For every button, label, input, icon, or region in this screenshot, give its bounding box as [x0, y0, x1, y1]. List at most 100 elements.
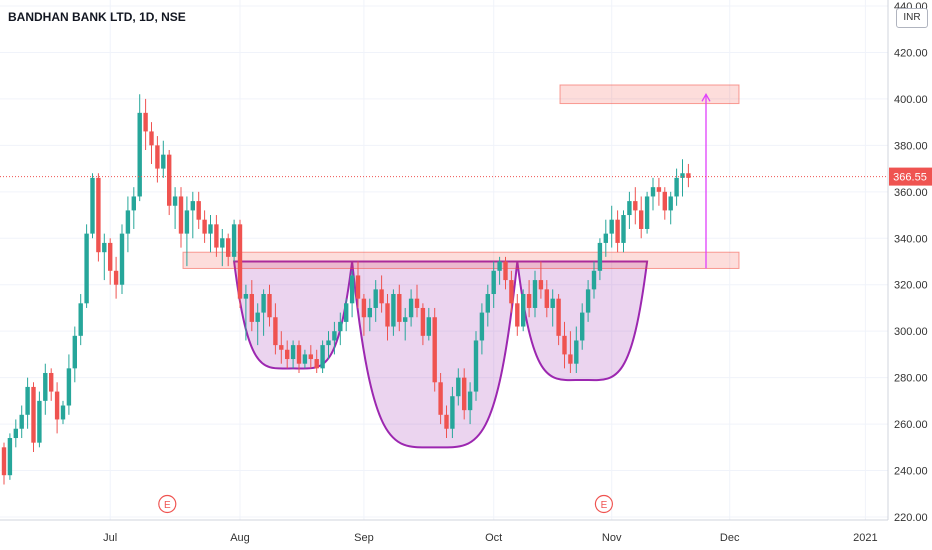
candle-body [172, 196, 178, 206]
candle-body [7, 438, 13, 476]
candle-body [367, 307, 372, 318]
target-arrow [701, 92, 711, 269]
y-tick-label: 400.00 [894, 94, 928, 106]
candle-body [603, 233, 608, 243]
earnings-marker[interactable] [158, 494, 177, 514]
x-tick-label: Nov [602, 532, 622, 544]
candle-body [597, 242, 603, 271]
last-price-label: 366.55 [893, 172, 927, 184]
earnings-marker-label: E [164, 500, 171, 511]
candle-body [302, 354, 308, 364]
candle-body [556, 298, 561, 336]
candle-body [485, 294, 490, 313]
y-tick-label: 220.00 [894, 512, 928, 524]
candle-body [285, 349, 290, 360]
candle-body [580, 312, 585, 341]
candle-body [568, 354, 573, 364]
candle-body [273, 317, 278, 346]
currency-badge[interactable]: INR [896, 8, 928, 28]
x-tick-label: Jul [103, 532, 117, 544]
x-tick-label: Sep [354, 532, 374, 544]
candle-body [538, 280, 544, 290]
candle-body [438, 382, 443, 415]
candle-body [444, 414, 449, 429]
candle-body [680, 173, 685, 178]
candle-body [155, 145, 160, 169]
target-zone [559, 84, 740, 105]
candle-body [13, 428, 18, 439]
resistance-zones [182, 84, 740, 269]
candle-body [414, 298, 420, 308]
candle-body [78, 303, 83, 336]
candle-body [385, 303, 390, 327]
earnings-marker[interactable] [594, 494, 614, 514]
candle-body [633, 201, 638, 211]
candle-body [113, 270, 119, 285]
candle-body [25, 386, 30, 415]
candle-body [261, 294, 266, 313]
last-price-tag-bg [889, 167, 932, 186]
candle-body [267, 294, 272, 318]
candle-body [550, 298, 555, 308]
candle-body [344, 303, 349, 322]
candle-body [102, 242, 107, 253]
candle-body [31, 386, 36, 443]
candle-body [491, 270, 496, 295]
candle-body [332, 331, 337, 341]
candle-body [361, 298, 367, 318]
candle-body [314, 359, 319, 369]
candle-body [627, 201, 632, 216]
candle-body [503, 261, 508, 281]
candle-body [515, 303, 520, 327]
y-tick-label: 240.00 [894, 466, 928, 478]
candle-body [521, 294, 526, 327]
target-arrow-head [701, 92, 711, 102]
candle-body [1, 447, 7, 476]
candle-body [326, 340, 331, 346]
candle-body [686, 173, 691, 178]
last-price-tag: 366.55 [889, 167, 932, 186]
candle-body [509, 280, 514, 304]
price-axis[interactable]: 440.00420.00400.00380.00360.00340.00320.… [894, 1, 928, 524]
candle-body [90, 177, 95, 234]
y-tick-label: 260.00 [894, 419, 928, 431]
candle-body [131, 196, 136, 211]
candle-body [60, 405, 66, 420]
candle-body [108, 242, 113, 271]
candle-body [220, 238, 225, 248]
earnings-marker-label: E [601, 500, 608, 511]
candle-body [473, 340, 479, 392]
candle-body [143, 112, 148, 132]
candle-body [290, 345, 296, 360]
candle-body [208, 224, 213, 234]
candle-body [403, 317, 408, 322]
candle-body [214, 224, 219, 248]
candle-body [609, 219, 614, 234]
candle-body [190, 201, 195, 211]
candle-body [296, 345, 302, 364]
candle-body [125, 210, 131, 234]
candle-body [338, 321, 343, 332]
candle-body [320, 345, 325, 369]
candle-body [426, 317, 431, 336]
candle-body [544, 289, 549, 308]
candle-body [668, 196, 673, 211]
candle-body [656, 187, 662, 192]
candle-body [349, 275, 355, 304]
candle-body [137, 112, 142, 197]
candle-body [397, 294, 402, 322]
candle-body [420, 307, 426, 336]
candle-body [391, 294, 396, 327]
candle-body [585, 289, 591, 313]
candle-body [49, 372, 54, 392]
candle-body [467, 391, 473, 411]
time-axis[interactable]: Jul Aug Sep Oct Nov Dec 2021 [103, 532, 877, 544]
x-tick-label: Oct [485, 532, 502, 544]
x-tick-label: Aug [230, 532, 250, 544]
candle-body [231, 224, 237, 257]
candle-body [308, 354, 313, 360]
candle-body [43, 372, 48, 401]
candle-body [66, 368, 72, 406]
